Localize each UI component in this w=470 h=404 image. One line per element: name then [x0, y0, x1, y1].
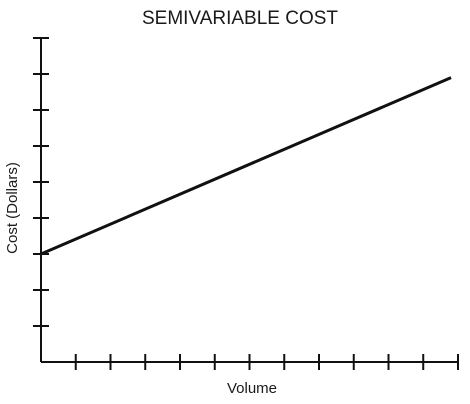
chart-title: SEMIVARIABLE COST [142, 8, 338, 29]
y-axis-label: Cost (Dollars) [4, 162, 21, 254]
x-ticks [74, 354, 459, 370]
axes [40, 38, 458, 363]
cost-line [40, 76, 452, 256]
series-group [40, 76, 452, 256]
x-axis-label: Volume [227, 380, 277, 397]
